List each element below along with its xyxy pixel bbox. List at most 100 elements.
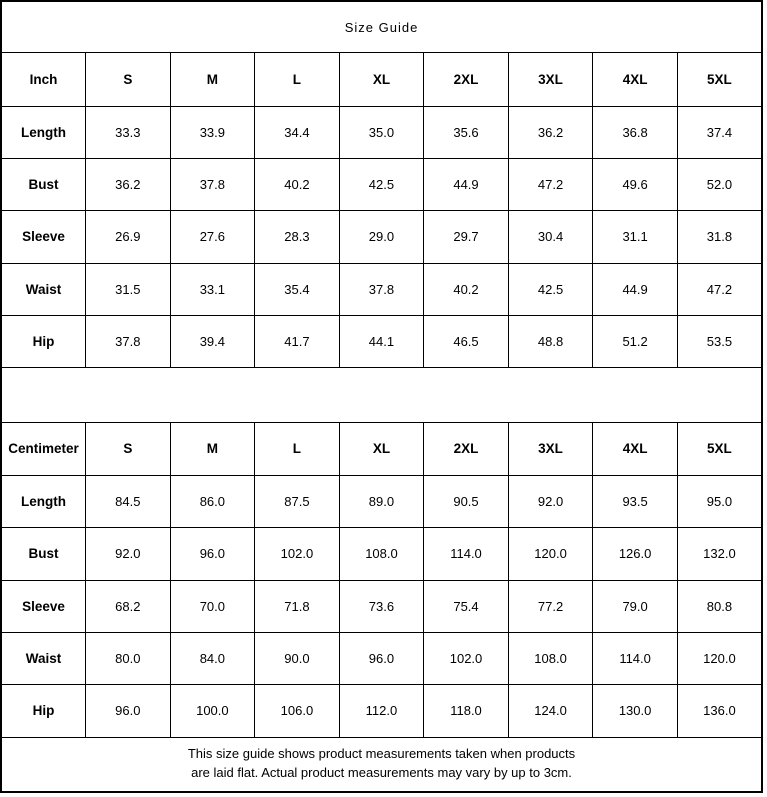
empty-spacer-cell xyxy=(0,367,763,423)
measure-value: 30.4 xyxy=(507,210,594,264)
measure-value: 70.0 xyxy=(169,579,256,633)
measure-label: Length xyxy=(0,474,87,529)
measure-value: 37.8 xyxy=(169,157,256,212)
size-column-header: 2XL xyxy=(423,52,509,107)
measure-value: 36.2 xyxy=(85,157,171,212)
size-column-header: XL xyxy=(338,52,425,107)
size-column-header: S xyxy=(85,52,171,107)
measure-label: Waist xyxy=(0,631,87,686)
measure-value: 40.2 xyxy=(423,262,509,316)
page-title: Size Guide xyxy=(0,0,763,54)
measure-value: 44.1 xyxy=(338,314,425,369)
measure-value: 96.0 xyxy=(169,527,256,581)
size-column-header: 4XL xyxy=(592,421,678,476)
measure-value: 96.0 xyxy=(338,631,425,686)
size-column-header: L xyxy=(254,52,340,107)
measure-value: 75.4 xyxy=(423,579,509,633)
inch-section: Inch S M L XL 2XL 3XL 4XL 5XL Length 33.3 33.9 34.4 3… xyxy=(0,52,763,369)
measure-value: 132.0 xyxy=(676,527,763,581)
measure-value: 52.0 xyxy=(676,157,763,212)
measure-value: 102.0 xyxy=(423,631,509,686)
size-column-header: 3XL xyxy=(507,421,594,476)
measure-value: 68.2 xyxy=(85,579,171,633)
measure-value: 33.1 xyxy=(169,262,256,316)
centimeter-header-row: Centimeter S M L XL 2XL 3XL 4XL 5XL xyxy=(0,421,763,476)
measure-value: 31.5 xyxy=(85,262,171,316)
measure-value: 130.0 xyxy=(592,684,678,738)
measure-value: 79.0 xyxy=(592,579,678,633)
measure-value: 48.8 xyxy=(507,314,594,369)
size-column-header: 4XL xyxy=(592,52,678,107)
measure-value: 120.0 xyxy=(507,527,594,581)
measure-value: 33.3 xyxy=(85,105,171,159)
measure-value: 95.0 xyxy=(676,474,763,529)
measure-value: 46.5 xyxy=(423,314,509,369)
measure-label: Bust xyxy=(0,157,87,212)
measure-value: 33.9 xyxy=(169,105,256,159)
measure-value: 41.7 xyxy=(254,314,340,369)
measure-value: 120.0 xyxy=(676,631,763,686)
size-column-header: 2XL xyxy=(423,421,509,476)
centimeter-measure-row: Bust 92.0 96.0 102.0 108.0 114.0 120.0 126.0 132… xyxy=(0,527,763,581)
measure-value: 96.0 xyxy=(85,684,171,738)
measure-value: 29.0 xyxy=(338,210,425,264)
measure-value: 112.0 xyxy=(338,684,425,738)
measure-value: 49.6 xyxy=(592,157,678,212)
measure-value: 106.0 xyxy=(254,684,340,738)
inch-measure-row: Hip 37.8 39.4 41.7 44.1 46.5 48.8 51.2 53.5 xyxy=(0,314,763,369)
measure-value: 36.8 xyxy=(592,105,678,159)
inch-measure-row: Length 33.3 33.9 34.4 35.0 35.6 36.2 36.8 37.4 xyxy=(0,105,763,159)
footer-row: This size guide shows product measuremen… xyxy=(0,736,763,793)
measure-value: 84.0 xyxy=(169,631,256,686)
measure-value: 35.0 xyxy=(338,105,425,159)
measure-value: 77.2 xyxy=(507,579,594,633)
measure-value: 37.8 xyxy=(338,262,425,316)
measure-value: 44.9 xyxy=(592,262,678,316)
footer-note-line1: This size guide shows product measuremen… xyxy=(187,746,576,762)
measure-value: 44.9 xyxy=(423,157,509,212)
measure-value: 34.4 xyxy=(254,105,340,159)
measure-value: 51.2 xyxy=(592,314,678,369)
measure-value: 118.0 xyxy=(423,684,509,738)
title-row: Size Guide xyxy=(0,0,763,54)
measure-value: 114.0 xyxy=(592,631,678,686)
measure-value: 108.0 xyxy=(338,527,425,581)
size-column-header: 3XL xyxy=(507,52,594,107)
measure-value: 29.7 xyxy=(423,210,509,264)
measure-value: 73.6 xyxy=(338,579,425,633)
centimeter-measure-row: Sleeve 68.2 70.0 71.8 73.6 75.4 77.2 79.0 80.8 xyxy=(0,579,763,633)
centimeter-section: Centimeter S M L XL 2XL 3XL 4XL 5XL Length 84.5 86.… xyxy=(0,421,763,738)
measure-value: 92.0 xyxy=(85,527,171,581)
measure-value: 71.8 xyxy=(254,579,340,633)
size-column-header: 5XL xyxy=(676,52,763,107)
size-column-header: S xyxy=(85,421,171,476)
footer-note-line2: are laid flat. Actual product measuremen… xyxy=(191,765,572,781)
inch-measure-row: Sleeve 26.9 27.6 28.3 29.0 29.7 30.4 31.1 31.8 xyxy=(0,210,763,264)
measure-label: Waist xyxy=(0,262,87,316)
measure-value: 47.2 xyxy=(507,157,594,212)
inch-unit-label: Inch xyxy=(0,52,87,107)
centimeter-measure-row: Waist 80.0 84.0 90.0 96.0 102.0 108.0 114.0 120.… xyxy=(0,631,763,686)
measure-value: 114.0 xyxy=(423,527,509,581)
measure-value: 100.0 xyxy=(169,684,256,738)
measure-value: 90.5 xyxy=(423,474,509,529)
measure-value: 40.2 xyxy=(254,157,340,212)
measure-value: 93.5 xyxy=(592,474,678,529)
size-column-header: M xyxy=(169,52,256,107)
size-column-header: M xyxy=(169,421,256,476)
measure-value: 86.0 xyxy=(169,474,256,529)
measure-value: 126.0 xyxy=(592,527,678,581)
size-column-header: L xyxy=(254,421,340,476)
measure-value: 90.0 xyxy=(254,631,340,686)
measure-value: 31.1 xyxy=(592,210,678,264)
measure-value: 27.6 xyxy=(169,210,256,264)
measure-value: 80.8 xyxy=(676,579,763,633)
size-column-header: XL xyxy=(338,421,425,476)
measure-value: 31.8 xyxy=(676,210,763,264)
centimeter-measure-row: Hip 96.0 100.0 106.0 112.0 118.0 124.0 130.0 136… xyxy=(0,684,763,738)
measure-label: Hip xyxy=(0,314,87,369)
measure-label: Length xyxy=(0,105,87,159)
measure-value: 53.5 xyxy=(676,314,763,369)
